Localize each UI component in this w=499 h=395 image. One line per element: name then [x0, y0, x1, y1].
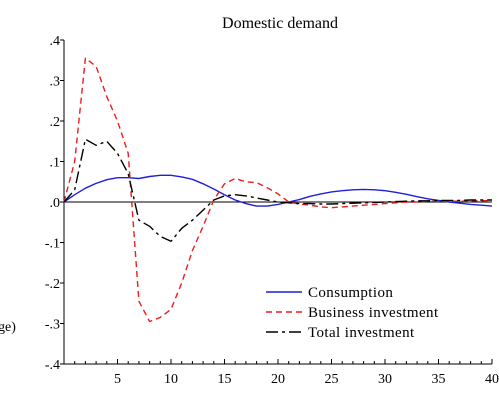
x-tick-label: 20 [271, 372, 285, 387]
y-tick-label: .3 [50, 75, 61, 90]
series-line-business-investment [63, 57, 493, 323]
x-tick-label: 5 [114, 372, 121, 387]
legend-label: Total investment [308, 325, 415, 341]
x-tick-label: 25 [325, 372, 339, 387]
legend-label: Consumption [308, 285, 393, 301]
y-axis-label-fragment: ge) [0, 320, 16, 335]
y-tick-label: .2 [50, 115, 61, 130]
x-tick-label: 10 [164, 372, 178, 387]
y-tick-label: .0 [50, 196, 61, 211]
y-tick-label: .4 [50, 34, 61, 49]
y-tick-label: -.1 [45, 237, 60, 252]
y-tick-label: -.4 [45, 358, 60, 373]
x-tick-label: 30 [378, 372, 392, 387]
x-ticks: 5 10 15 20 25 30 35 40 [74, 359, 499, 387]
y-tick-label: -.2 [45, 277, 60, 292]
x-tick-label: 35 [432, 372, 446, 387]
x-tick-label: 40 [485, 372, 499, 387]
legend-label: Business investment [308, 305, 439, 321]
series-layer [63, 57, 493, 323]
x-tick-label: 15 [218, 372, 232, 387]
series-line-consumption [63, 174, 493, 207]
y-tick-label: -.3 [45, 318, 60, 333]
y-tick-label: .1 [50, 156, 61, 171]
series-line-total-investment [63, 138, 492, 243]
chart-title: Domestic demand [222, 15, 338, 32]
legend: Consumption Business investment Total inve… [266, 285, 439, 341]
y-ticks: .4 .3 .2 .1 .0 -.1 -.2 -.3 -.4 [45, 34, 64, 373]
